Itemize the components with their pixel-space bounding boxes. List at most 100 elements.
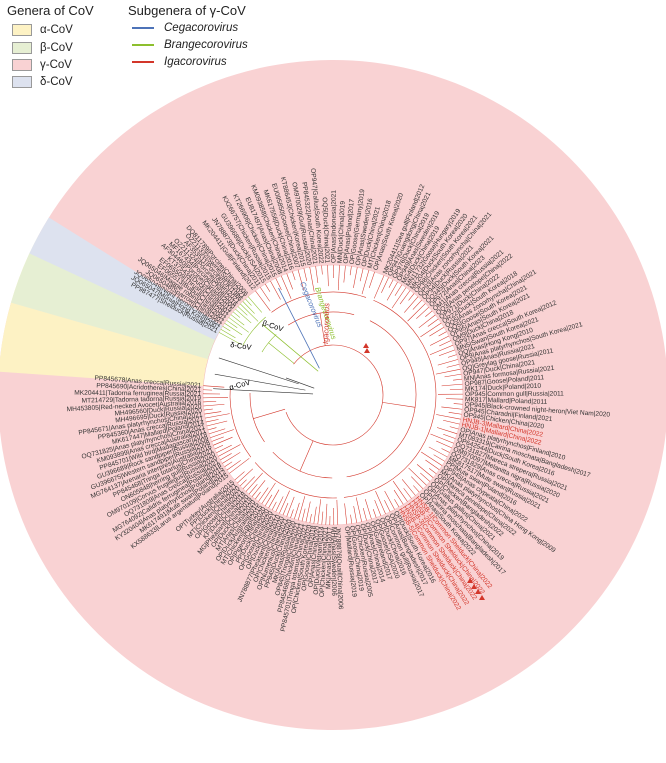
terminal-branch	[245, 298, 252, 306]
tip-label: MK817|Mallard|Poland|2011	[465, 396, 548, 406]
tip-label: MH|Anas|Sweden|2006	[330, 527, 337, 596]
clade-label-delta: δ-CoV	[230, 340, 252, 352]
terminal-branch	[321, 511, 324, 525]
terminal-branch	[220, 329, 236, 339]
terminal-branch	[381, 277, 389, 293]
terminal-branch	[242, 301, 255, 314]
internal-branch	[299, 440, 314, 472]
terminal-branch	[270, 280, 281, 300]
terminal-branch	[203, 397, 229, 399]
terminal-branch	[444, 373, 462, 378]
tip-label: OQ5|Duck|China|2021	[321, 197, 331, 264]
cega-line-swatch	[132, 27, 154, 29]
terminal-branch	[237, 306, 248, 316]
terminal-branch	[275, 496, 284, 512]
terminal-branch	[446, 364, 460, 368]
terminal-branch	[226, 320, 238, 328]
legend-item-gamma: γ-CoV	[12, 59, 72, 71]
legend-item-cega: Cegacorovirus	[132, 22, 238, 34]
terminal-branch	[453, 378, 463, 381]
terminal-branch	[230, 314, 245, 326]
terminal-branch	[425, 310, 433, 317]
terminal-branch	[448, 412, 462, 415]
terminal-branch	[251, 480, 266, 497]
genera-legend-title: Genera of CoV	[7, 3, 94, 18]
tip-label: PP845690|Acridotheres|China|2021	[96, 382, 201, 393]
terminal-branch	[388, 279, 394, 288]
terminal-branch	[205, 413, 230, 419]
terminal-branch	[411, 476, 424, 490]
clade-label-iga: Igacorovirus	[321, 303, 331, 344]
terminal-branch	[297, 496, 306, 521]
terminal-branch	[384, 490, 395, 510]
terminal-branch	[420, 322, 442, 338]
terminal-branch	[232, 311, 241, 318]
terminal-branch	[364, 499, 372, 520]
legend-label-delta: δ-CoV	[40, 76, 73, 88]
highlight-marker-icon	[479, 595, 485, 600]
terminal-branch	[355, 497, 362, 522]
terminal-branch	[393, 489, 404, 505]
terminal-branch	[203, 400, 217, 403]
terminal-branch	[437, 359, 459, 366]
terminal-branch	[408, 467, 427, 486]
terminal-branch	[203, 408, 213, 411]
terminal-branch	[205, 419, 219, 423]
terminal-branch	[222, 452, 241, 464]
terminal-branch	[403, 488, 412, 499]
tip-label: MK|Anas|China|2017	[325, 527, 334, 589]
terminal-branch	[268, 489, 280, 509]
terminal-branch	[313, 506, 317, 524]
inner-disc	[203, 265, 463, 525]
terminal-branch	[229, 458, 250, 474]
legend-item-alpha: α-CoV	[12, 24, 73, 36]
highlight-marker-icon	[475, 589, 481, 594]
cega-branch	[278, 287, 320, 369]
terminal-branch	[443, 420, 460, 425]
highlight-marker-icon	[364, 348, 370, 353]
terminal-branch	[407, 303, 426, 322]
terminal-branch	[359, 268, 364, 282]
terminal-branch	[386, 282, 398, 301]
terminal-branch	[445, 398, 463, 400]
legend-item-beta: β-CoV	[12, 42, 73, 54]
terminal-branch	[349, 266, 352, 276]
tip-label: MT214729|Tadorna tadorna|Russia|2019	[81, 395, 201, 405]
terminal-branch	[373, 275, 385, 299]
genera-legend: Genera of CoV α-CoV β-CoV γ-CoV δ-CoV	[0, 0, 120, 90]
tip-label: MK204411|Tadorna ferruginea|Russia|2021	[74, 390, 201, 398]
terminal-branch	[247, 296, 263, 313]
terminal-branch	[280, 275, 292, 299]
terminal-branch	[353, 267, 358, 288]
terminal-branch	[399, 290, 411, 305]
terminal-branch	[240, 303, 259, 322]
terminal-branch	[441, 448, 450, 453]
terminal-branch	[438, 331, 447, 337]
highlight-marker-icon	[471, 584, 477, 589]
terminal-branch	[259, 287, 270, 302]
terminal-branch	[309, 267, 315, 292]
internal-branch	[268, 342, 295, 364]
legend-label-gamma: γ-CoV	[40, 59, 72, 71]
terminal-branch	[435, 368, 461, 375]
terminal-branch	[255, 290, 271, 311]
alpha-swatch	[12, 24, 32, 36]
terminal-branch	[447, 354, 457, 358]
terminal-branch	[449, 426, 459, 430]
terminal-branch	[279, 490, 290, 514]
terminal-branch	[420, 472, 431, 482]
terminal-branch	[204, 411, 222, 415]
terminal-branch	[275, 278, 282, 291]
terminal-branch	[265, 283, 271, 292]
outgroup-branch	[213, 388, 314, 395]
terminal-branch	[394, 499, 400, 508]
tip-label: MK174|Duck|Poland|2010	[465, 383, 542, 393]
terminal-branch	[408, 293, 415, 301]
terminal-branch	[361, 269, 370, 295]
terminal-branch	[429, 327, 445, 337]
terminal-branch	[343, 265, 346, 283]
clade-arc	[346, 320, 417, 478]
terminal-branch	[282, 502, 289, 516]
terminal-branch	[224, 461, 233, 468]
